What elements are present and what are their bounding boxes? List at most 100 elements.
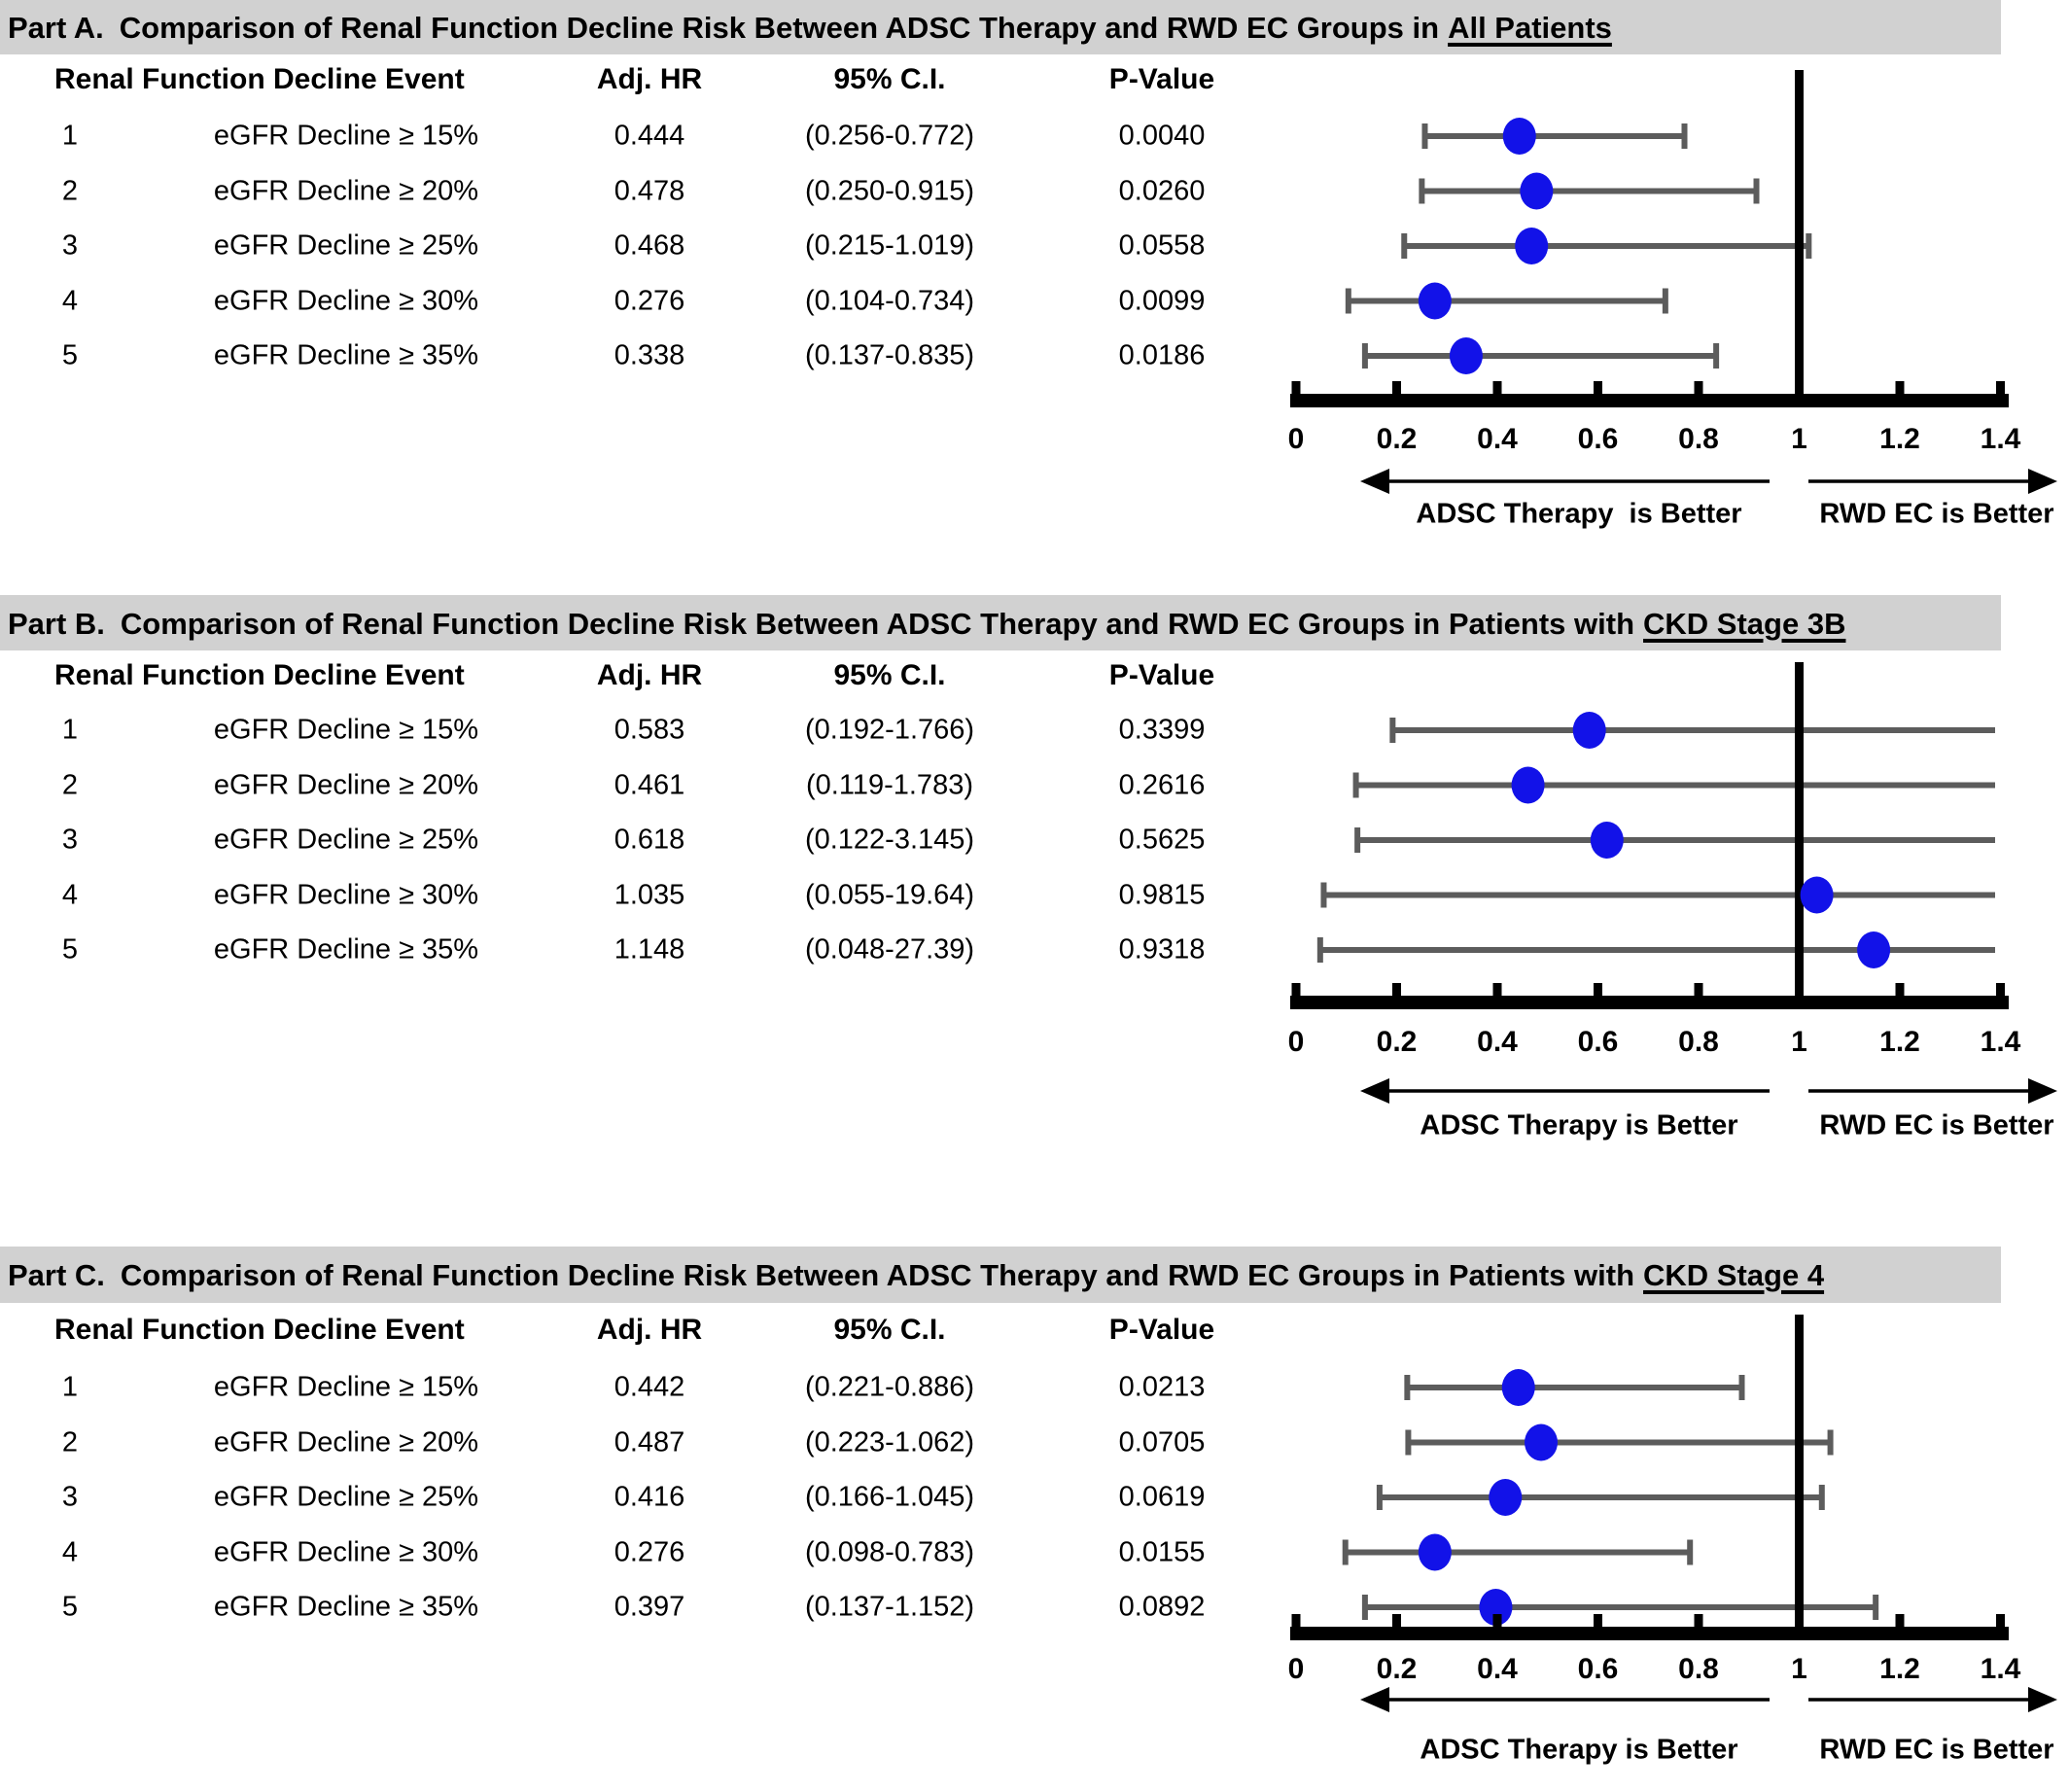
row-event-label: eGFR Decline ≥ 20%: [213, 1426, 479, 1458]
axis-tick: [1291, 381, 1301, 396]
left-arrow-label: ADSC Therapy is Better: [1420, 1109, 1738, 1142]
axis-tick: [1291, 1614, 1301, 1629]
axis-tick: [1795, 1614, 1804, 1629]
axis-tick: [1895, 1614, 1905, 1629]
ci-upper-cap: [1806, 233, 1812, 259]
ci-whisker: [1323, 892, 1995, 898]
column-header-ci: 95% C.I.: [833, 1314, 946, 1346]
ci-lower-cap: [1401, 233, 1408, 259]
axis-tick: [1594, 381, 1602, 396]
row-adj-hr: 1.148: [614, 933, 685, 966]
reference-line: [1795, 70, 1804, 407]
axis-tick: [1492, 381, 1502, 396]
ci-whisker: [1345, 1549, 1691, 1556]
ci-whisker: [1355, 782, 1995, 789]
ci-whisker: [1392, 727, 1995, 733]
ci-lower-cap: [1320, 882, 1327, 908]
axis-tick-label: 0.8: [1678, 1653, 1719, 1685]
left-arrowhead-icon: [1360, 1078, 1389, 1104]
row-number: 1: [61, 120, 79, 152]
title-underlined-group: CKD Stage 3B: [1643, 606, 1846, 641]
ci-whisker: [1424, 133, 1685, 139]
row-event-label: eGFR Decline ≥ 35%: [213, 339, 479, 371]
row-ci: (0.192-1.766): [804, 714, 975, 746]
row-adj-hr: 0.444: [614, 120, 685, 152]
axis-tick-label: 0.6: [1577, 1026, 1619, 1058]
axis-tick-label: 1: [1791, 1026, 1807, 1058]
ci-lower-cap: [1421, 123, 1428, 149]
ci-lower-cap: [1345, 288, 1351, 314]
axis-tick-label: 0.4: [1477, 1653, 1518, 1685]
hr-point: [1418, 1533, 1452, 1571]
row-ci: (0.104-0.734): [804, 285, 975, 316]
row-p-value: 0.0040: [1118, 120, 1206, 152]
reference-line: [1795, 1315, 1804, 1640]
part-label: Part C.: [8, 1257, 105, 1292]
column-header-adj-hr: Adj. HR: [596, 1314, 703, 1346]
ci-lower-cap: [1419, 178, 1425, 204]
row-ci: (0.098-0.783): [804, 1536, 975, 1567]
row-adj-hr: 0.442: [614, 1371, 685, 1403]
part-label: Part A.: [8, 10, 104, 45]
axis-tick: [1392, 983, 1401, 998]
axis-tick-label: 1: [1791, 423, 1807, 455]
axis-tick-label: 0.4: [1477, 1026, 1518, 1058]
row-event-label: eGFR Decline ≥ 25%: [213, 1481, 479, 1513]
axis-tick-label: 1.4: [1980, 1653, 2021, 1685]
ci-lower-cap: [1361, 343, 1368, 369]
hr-point: [1572, 712, 1606, 749]
row-number: 5: [61, 1591, 79, 1623]
x-axis: [1290, 394, 2009, 407]
axis-tick-label: 0.4: [1477, 423, 1518, 455]
hr-point: [1502, 118, 1536, 155]
hr-point: [1479, 1589, 1513, 1626]
reference-line: [1795, 662, 1804, 1009]
row-adj-hr: 1.035: [614, 879, 685, 910]
axis-tick: [1492, 983, 1502, 998]
ci-lower-cap: [1404, 1375, 1411, 1400]
part-label: Part B.: [8, 606, 105, 641]
ci-upper-cap: [1713, 343, 1720, 369]
right-arrowhead-icon: [2028, 1078, 2057, 1104]
row-adj-hr: 0.487: [614, 1426, 685, 1458]
row-number: 3: [61, 824, 79, 856]
hr-point: [1515, 228, 1549, 264]
axis-tick-label: 0.2: [1376, 1653, 1418, 1685]
row-adj-hr: 0.338: [614, 339, 685, 371]
row-p-value: 0.2616: [1118, 769, 1206, 800]
row-number: 3: [61, 1481, 79, 1513]
ci-whisker: [1357, 837, 1995, 843]
row-number: 5: [61, 339, 79, 371]
row-adj-hr: 0.618: [614, 824, 685, 856]
row-adj-hr: 0.461: [614, 769, 685, 800]
ci-whisker: [1404, 243, 1809, 249]
title-body: Comparison of Renal Function Decline Ris…: [120, 606, 1635, 641]
ci-whisker: [1364, 353, 1717, 359]
row-number: 5: [61, 933, 79, 966]
hr-point: [1525, 1423, 1559, 1461]
ci-upper-cap: [1662, 288, 1668, 314]
axis-tick: [1996, 381, 2005, 396]
ci-lower-cap: [1342, 1539, 1349, 1565]
right-arrowhead-icon: [2028, 1687, 2057, 1712]
row-p-value: 0.9318: [1118, 933, 1206, 966]
row-event-label: eGFR Decline ≥ 25%: [213, 229, 479, 262]
axis-tick-label: 1.2: [1879, 1026, 1920, 1058]
part-c-header-bar: [0, 1247, 2001, 1303]
row-number: 1: [61, 1371, 79, 1403]
x-axis: [1290, 996, 2009, 1009]
ci-lower-cap: [1405, 1429, 1412, 1456]
axis-tick: [1392, 1614, 1401, 1629]
axis-tick-label: 1: [1791, 1653, 1807, 1685]
row-p-value: 0.0558: [1118, 229, 1206, 262]
ci-upper-cap: [1827, 1429, 1834, 1456]
axis-tick: [1996, 983, 2005, 998]
row-ci: (0.256-0.772): [804, 120, 975, 152]
ci-upper-cap: [1738, 1375, 1745, 1400]
row-event-label: eGFR Decline ≥ 30%: [213, 879, 479, 910]
part-b-header-bar: [0, 595, 2001, 650]
row-ci: (0.250-0.915): [804, 175, 975, 206]
row-ci: (0.215-1.019): [804, 229, 975, 262]
